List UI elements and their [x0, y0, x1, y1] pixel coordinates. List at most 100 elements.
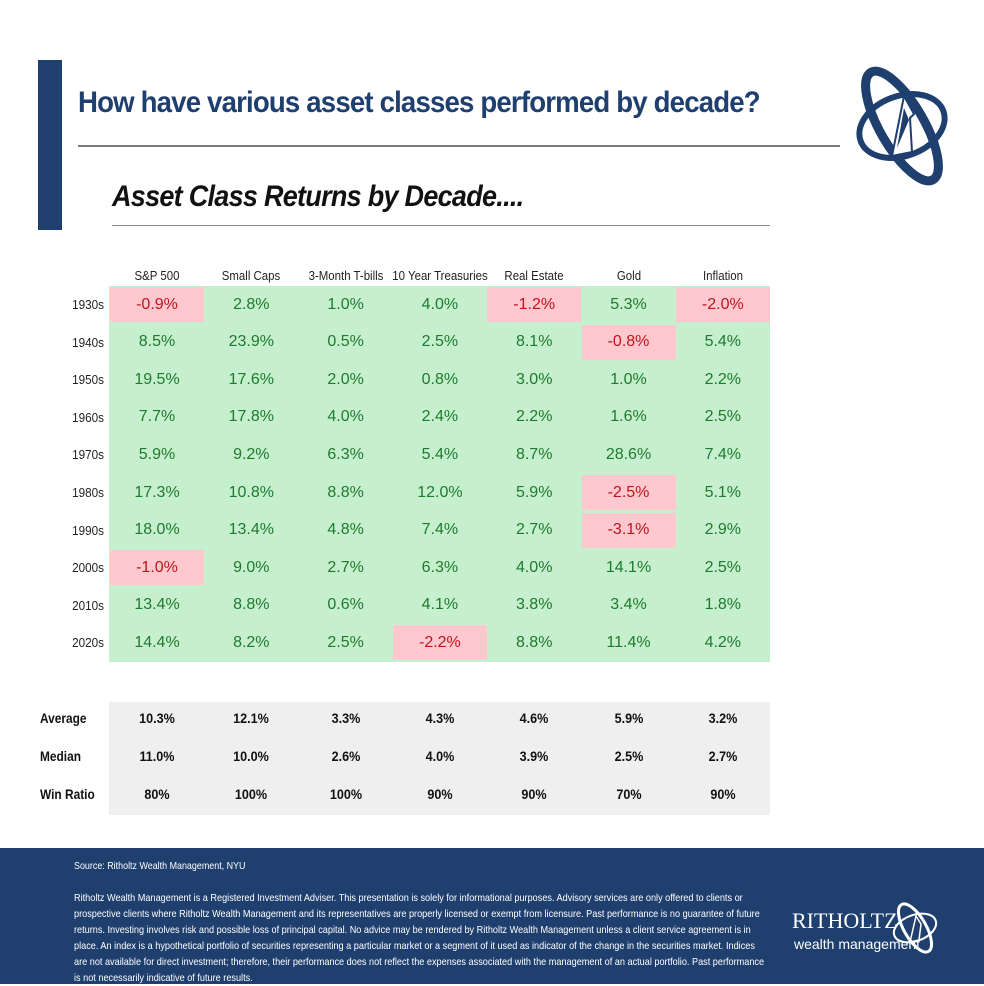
table-cell: 2.5%: [421, 333, 459, 351]
column-header: S&P 500: [134, 268, 180, 283]
table-cell: 5.4%: [704, 333, 742, 351]
table-cell: 8.1%: [515, 333, 553, 351]
chart-title: Asset Class Returns by Decade....: [112, 180, 524, 213]
table-cell: 11.4%: [606, 633, 651, 651]
page-title: How have various asset classes performed…: [78, 86, 761, 119]
summary-cell: 70%: [615, 786, 642, 802]
table-cell: 7.7%: [138, 408, 176, 426]
summary-label: Average: [40, 710, 87, 726]
table-cell: 1.6%: [610, 408, 647, 426]
table-cell: 12.0%: [417, 483, 463, 501]
table-cell: 13.4%: [134, 596, 180, 614]
column-header: Inflation: [702, 268, 743, 283]
row-label: 2010s: [72, 597, 104, 613]
table-cell: 14.1%: [605, 558, 652, 576]
summary-cell: 11.0%: [139, 748, 175, 764]
table-cell: 6.3%: [327, 445, 364, 463]
column-header: 3-Month T-bills: [308, 268, 384, 283]
table-cell: 19.5%: [134, 370, 180, 388]
summary-cell: 2.7%: [708, 748, 738, 764]
summary-cell: 4.3%: [425, 710, 455, 726]
summary-cell: 90%: [427, 786, 453, 802]
table-cell: 2.2%: [704, 370, 742, 388]
table-cell: 8.8%: [327, 483, 364, 501]
summary-cell: 90%: [710, 786, 736, 802]
table-cell: 1.0%: [610, 370, 647, 388]
table-cell: 4.0%: [327, 408, 364, 426]
table-cell: 0.6%: [327, 596, 364, 614]
disclaimer-text: Ritholtz Wealth Management is a Register…: [74, 892, 765, 984]
summary-cell: 12.1%: [233, 710, 270, 726]
table-cell: -3.1%: [581, 512, 676, 548]
table-cell: 5.9%: [515, 483, 553, 501]
table-cell: -2.2%: [392, 625, 487, 661]
row-label: 1940s: [72, 334, 104, 350]
table-cell: 18.0%: [134, 521, 180, 539]
table-cell: 2.7%: [327, 558, 364, 576]
brand-tagline: wealth management: [794, 936, 921, 952]
summary-cell: 90%: [521, 786, 547, 802]
table-cell: 5.9%: [138, 445, 176, 463]
row-label: 1980s: [72, 485, 104, 500]
table-cell: 2.9%: [704, 521, 742, 539]
row-label: 1960s: [72, 409, 104, 425]
row-label: 2000s: [72, 560, 104, 576]
summary-background: [109, 702, 770, 815]
summary-cell: 100%: [235, 786, 268, 802]
column-header: Gold: [616, 268, 641, 283]
table-cell: -0.9%: [110, 287, 204, 322]
table-cell: 6.3%: [421, 558, 459, 576]
table-cell: 13.4%: [228, 521, 274, 539]
table-cell: 4.0%: [515, 558, 553, 576]
summary-label: Win Ratio: [40, 786, 95, 802]
summary-cell: 5.9%: [614, 710, 643, 726]
table-cell: 10.8%: [228, 483, 274, 501]
table-cell: 2.5%: [327, 633, 364, 651]
row-label: 1970s: [72, 447, 104, 463]
row-label: 2020s: [72, 635, 104, 651]
table-cell: 9.0%: [233, 558, 270, 576]
table-cell: 14.4%: [134, 633, 180, 651]
table-cell: 2.2%: [515, 408, 553, 426]
summary-cell: 80%: [144, 786, 170, 802]
table-cell: 3.4%: [610, 596, 647, 614]
summary-cell: 2.6%: [331, 748, 360, 764]
table-cell: 8.2%: [233, 633, 270, 651]
summary-cell: 100%: [329, 786, 362, 802]
table-cell: 9.2%: [233, 445, 270, 463]
column-header: Small Caps: [222, 268, 281, 283]
table-cell: 8.8%: [515, 633, 553, 651]
summary-cell: 10.3%: [139, 710, 175, 726]
row-label: 1990s: [72, 522, 104, 538]
brand-name: RITHOLTZ: [792, 908, 898, 933]
summary-cell: 10.0%: [233, 748, 270, 764]
table-cell: 1.0%: [327, 295, 364, 313]
summary-cell: 3.9%: [519, 748, 549, 764]
table-cell: 5.1%: [704, 483, 742, 501]
summary-cell: 2.5%: [614, 748, 643, 764]
table-cell: -0.8%: [581, 324, 676, 360]
table-cell: 2.4%: [421, 408, 459, 426]
table-cell: 0.8%: [421, 370, 459, 388]
ritholtz-logo-icon: [856, 66, 948, 186]
table-cell: 5.3%: [610, 295, 647, 313]
table-cell: 23.9%: [228, 333, 274, 351]
summary-cell: 3.3%: [331, 710, 360, 726]
table-cell: 2.8%: [233, 295, 270, 313]
table-cell: 0.5%: [327, 333, 364, 351]
table-cell: 3.0%: [515, 370, 553, 388]
title-divider: [78, 145, 840, 147]
table-cell: 8.8%: [233, 596, 270, 614]
summary-cell: 3.2%: [708, 710, 738, 726]
row-label: 1950s: [72, 372, 104, 388]
footer: Source: Ritholtz Wealth Management, NYU …: [0, 848, 984, 984]
table-cell: 17.3%: [134, 483, 180, 501]
table-cell: 3.8%: [515, 596, 553, 614]
brand-logo-icon: [892, 902, 938, 954]
table-cell: -2.5%: [581, 475, 676, 510]
table-cell: 2.5%: [704, 558, 742, 576]
table-cell: 17.6%: [228, 370, 274, 388]
table-cell: 4.1%: [421, 596, 459, 614]
table-cell: 4.8%: [327, 521, 364, 539]
table-cell: 1.8%: [704, 596, 742, 614]
